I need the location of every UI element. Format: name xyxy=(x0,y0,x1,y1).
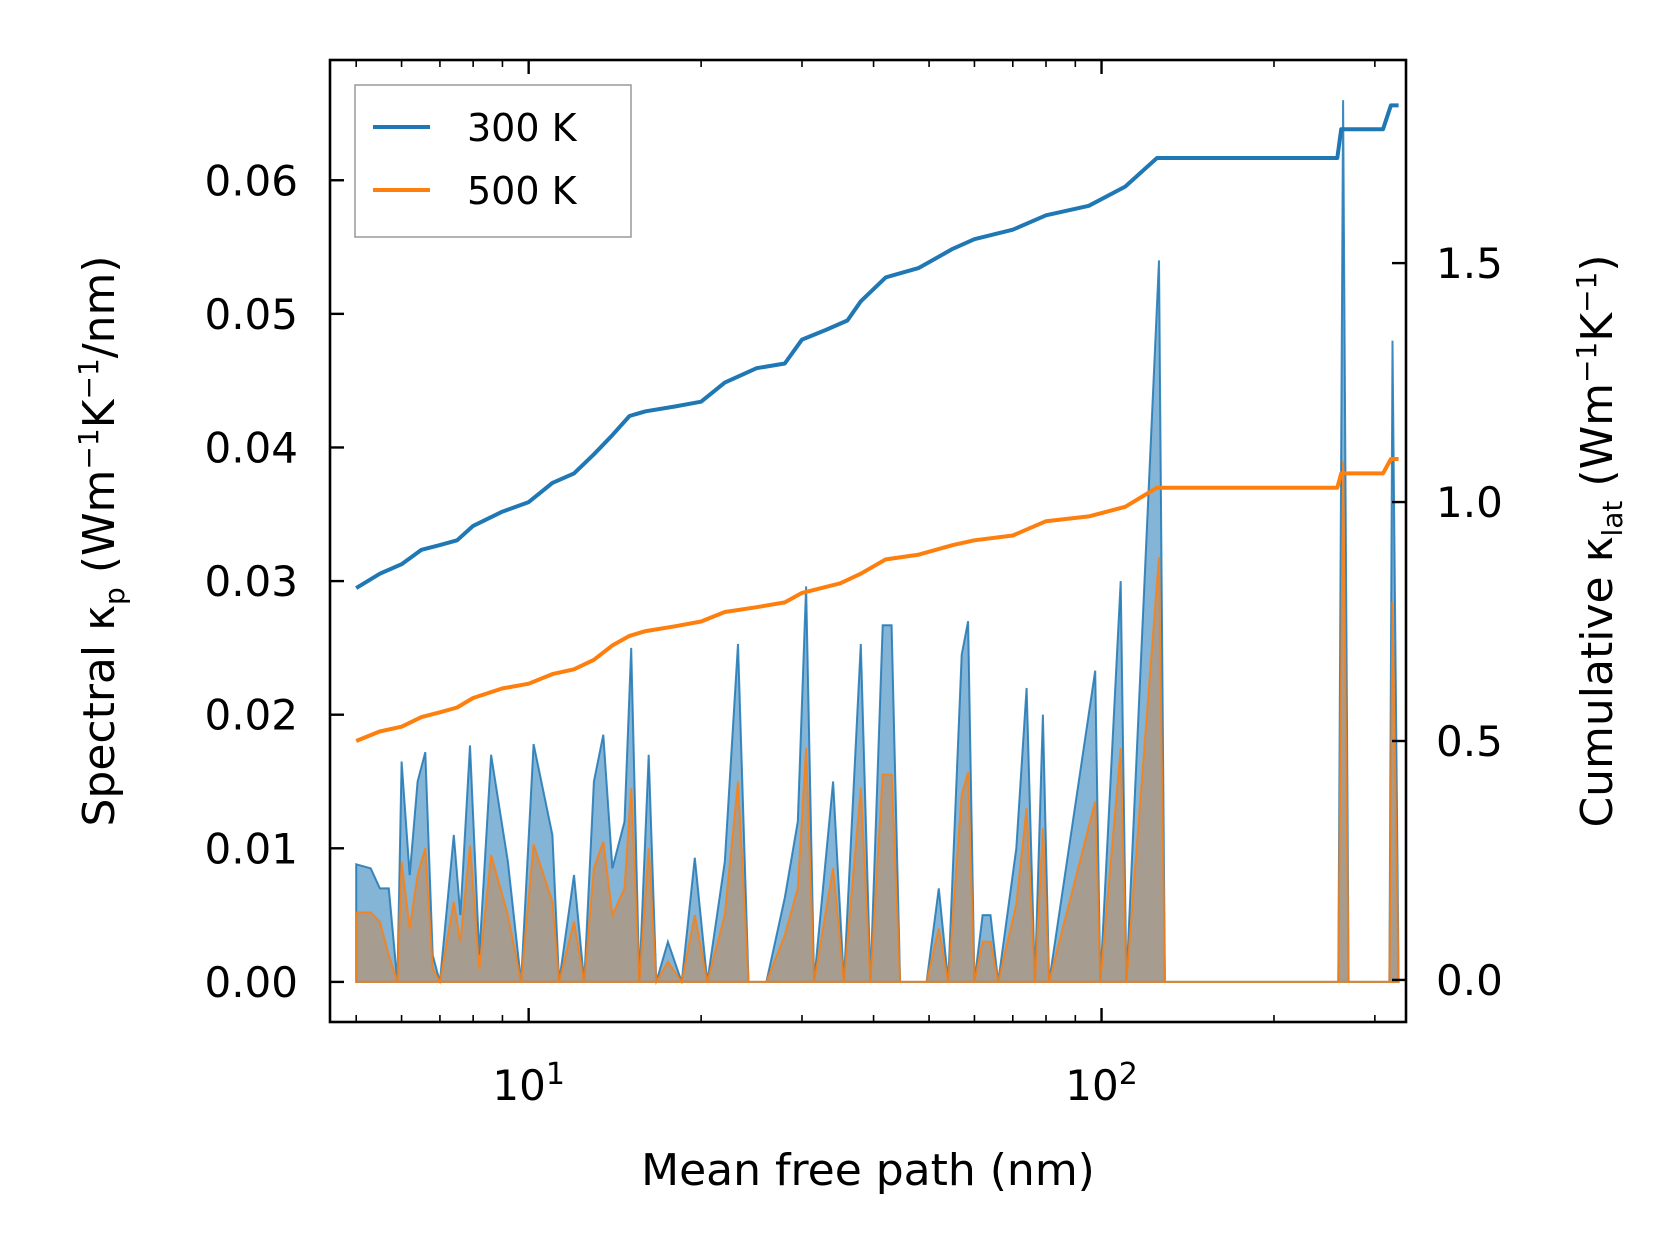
right-axis-label-sub: lat xyxy=(1596,501,1629,537)
left-axis-label-sup2: −1 xyxy=(72,358,105,399)
left-y-tick-label: 0.02 xyxy=(204,691,298,740)
right-axis-label-end: ) xyxy=(1572,254,1623,271)
right-axis-label-units: (Wm xyxy=(1572,383,1623,501)
right-axis-label-sup1: −1 xyxy=(1570,342,1603,383)
right-y-tick-label: 0.5 xyxy=(1436,717,1503,766)
right-y-tick-label: 0.0 xyxy=(1436,956,1503,1005)
legend: 300 K 500 K xyxy=(354,84,632,238)
left-y-tick-label: 0.00 xyxy=(204,958,298,1007)
left-axis-label: Spectral κp (Wm−1K−1/nm) xyxy=(72,255,131,826)
left-y-tick-label: 0.06 xyxy=(204,156,298,205)
legend-label-300k: 300 K xyxy=(467,106,578,150)
left-axis-label-main: Spectral κ xyxy=(74,605,125,827)
x-tick-label: 102 xyxy=(1065,1057,1138,1110)
legend-box xyxy=(354,84,632,238)
left-y-tick-label: 0.05 xyxy=(204,290,298,339)
ticks-layer: 0.00 0.01 0.02 0.03 0.04 0.05 0.06 0.0 0.5 1.0 1.5… xyxy=(204,60,1503,1110)
right-axis-label: Cumulative κlat (Wm−1K−1) xyxy=(1570,254,1629,827)
x-tick-label: 101 xyxy=(492,1057,565,1110)
left-axis-label-k: K xyxy=(74,398,125,428)
right-y-tick-label: 1.5 xyxy=(1436,239,1503,288)
right-axis-label-main: Cumulative κ xyxy=(1572,536,1623,827)
left-y-tick-label: 0.04 xyxy=(204,423,298,472)
series-layer xyxy=(355,100,1400,986)
left-axis-label-end: /nm) xyxy=(74,255,125,358)
x-axis-label: Mean free path (nm) xyxy=(641,1145,1095,1196)
right-axis-label-k: K xyxy=(1572,312,1623,342)
left-y-tick-label: 0.01 xyxy=(204,824,298,873)
right-axis-label-sup2: −1 xyxy=(1570,272,1603,313)
left-axis-label-sup1: −1 xyxy=(72,428,105,469)
left-axis-label-units: (Wm xyxy=(74,470,125,588)
legend-label-500k: 500 K xyxy=(467,169,578,213)
right-y-tick-label: 1.0 xyxy=(1436,478,1503,527)
left-axis-label-sub: p xyxy=(98,587,131,605)
cumulative-line-300k xyxy=(355,103,1399,590)
left-y-tick-label: 0.03 xyxy=(204,557,298,606)
spectral-area-500k xyxy=(355,460,1400,986)
plot-frame xyxy=(328,58,1408,1024)
cumulative-line-500k xyxy=(355,457,1399,743)
